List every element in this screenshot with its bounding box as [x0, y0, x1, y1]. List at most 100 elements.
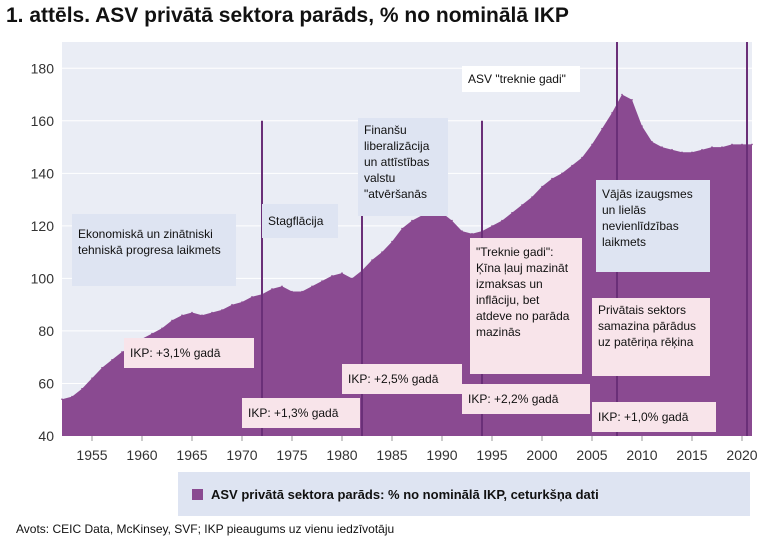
data-point-1967 — [211, 311, 213, 314]
gdp-growth-label-5: IKP: +1,0% gadā — [592, 402, 716, 432]
x-tick-label-2010: 2010 — [626, 447, 657, 463]
data-point-2012 — [661, 146, 663, 148]
data-point-1986 — [401, 227, 403, 230]
era-annotation-weak-growth: Vājās izaugsmes un lielās nevienlīdzības… — [596, 180, 710, 272]
x-tick-label-2005: 2005 — [576, 447, 607, 463]
data-point-1992 — [461, 230, 463, 232]
data-point-2018 — [721, 146, 723, 148]
y-tick-label-120: 120 — [31, 218, 55, 234]
data-point-1991 — [451, 219, 453, 222]
y-tick-label-180: 180 — [31, 60, 55, 76]
data-point-1970 — [241, 301, 243, 303]
x-tick-label-2000: 2000 — [526, 447, 557, 463]
gdp-growth-label-3: IKP: +2,5% gadā — [342, 364, 462, 394]
data-point-2003 — [571, 164, 573, 167]
data-point-1953 — [71, 395, 73, 398]
data-point-1956 — [101, 366, 103, 369]
x-tick-label-1995: 1995 — [476, 447, 507, 463]
data-point-1962 — [161, 327, 163, 330]
gdp-growth-label-1: IKP: +3,1% gadā — [124, 338, 254, 368]
data-point-1952 — [61, 398, 63, 401]
y-tick-label-160: 160 — [31, 113, 55, 129]
era-annotation-stagflation: Stagflācija — [262, 204, 338, 238]
era-annotation-fat-years-title: ASV "treknie gadi" — [462, 66, 580, 92]
x-tick-label-1980: 1980 — [326, 447, 357, 463]
data-point-1955 — [91, 377, 93, 380]
data-point-1975 — [291, 290, 293, 293]
data-point-1984 — [381, 251, 383, 253]
data-point-2010 — [641, 125, 643, 127]
data-point-1963 — [171, 319, 173, 322]
data-point-1965 — [191, 311, 193, 314]
data-point-2006 — [601, 127, 603, 130]
x-tick-label-2015: 2015 — [676, 447, 707, 463]
data-point-1995 — [491, 225, 493, 227]
data-point-1993 — [471, 232, 473, 235]
legend-label: ASV privātā sektora parāds: % no nomināl… — [211, 486, 599, 502]
data-point-1954 — [81, 387, 83, 390]
x-tick-label-1985: 1985 — [376, 447, 407, 463]
data-point-2009 — [631, 99, 633, 101]
data-point-1996 — [501, 219, 503, 222]
source-note: Avots: CEIC Data, McKinsey, SVF; IKP pie… — [16, 522, 395, 536]
x-tick-label-2020: 2020 — [726, 447, 757, 463]
data-point-1997 — [511, 211, 513, 214]
y-tick-label-40: 40 — [38, 428, 54, 444]
x-tick-label-1960: 1960 — [126, 447, 157, 463]
data-point-2011 — [651, 141, 653, 143]
data-point-2016 — [701, 148, 703, 151]
data-point-2021 — [751, 143, 753, 146]
y-tick-label-60: 60 — [38, 375, 54, 391]
data-point-1978 — [321, 280, 323, 282]
data-point-1958 — [121, 351, 123, 353]
x-tick-label-1970: 1970 — [226, 447, 257, 463]
data-point-1999 — [531, 196, 533, 198]
data-point-1985 — [391, 240, 393, 243]
data-point-1976 — [301, 290, 303, 293]
data-point-2019 — [731, 143, 733, 146]
x-tick-label-1955: 1955 — [76, 447, 107, 463]
data-point-1987 — [411, 219, 413, 222]
data-point-1977 — [311, 285, 313, 288]
data-point-2007 — [611, 112, 613, 114]
data-point-1981 — [351, 277, 353, 280]
data-point-2000 — [541, 185, 543, 188]
gdp-growth-label-4: IKP: +2,2% gadā — [462, 384, 590, 414]
data-point-1980 — [341, 272, 343, 274]
axis-layer: 40 60 80 100 120 140 160 180 1955 1960 1965 1970 197… — [31, 60, 758, 463]
data-point-1969 — [231, 303, 233, 306]
data-point-1998 — [521, 204, 523, 206]
data-point-1974 — [281, 285, 283, 288]
data-point-2013 — [671, 148, 673, 151]
data-point-2008 — [621, 93, 623, 96]
x-tick-label-1975: 1975 — [276, 447, 307, 463]
data-point-1964 — [181, 314, 183, 317]
era-annotation-liberalization: Finanšu liberalizācija un attīstības val… — [358, 118, 448, 216]
data-point-2001 — [551, 177, 553, 180]
era-annotation-deleveraging: Privātais sektors samazina pārādus uz pa… — [592, 298, 710, 376]
data-point-2005 — [591, 143, 593, 146]
gdp-growth-label-2: IKP: +1,3% gadā — [242, 398, 360, 428]
era-annotation-progress: Ekonomiskā un zinātniski tehniskā progre… — [72, 214, 236, 286]
y-tick-label-100: 100 — [31, 270, 55, 286]
data-point-1973 — [271, 288, 273, 290]
data-point-1968 — [221, 309, 223, 311]
data-point-2002 — [561, 172, 563, 175]
data-point-2014 — [681, 151, 683, 154]
data-point-2004 — [581, 156, 583, 159]
x-tick-label-1990: 1990 — [426, 447, 457, 463]
data-point-1979 — [331, 275, 333, 277]
y-tick-label-80: 80 — [38, 323, 54, 339]
data-point-1983 — [371, 259, 373, 261]
x-tick-label-1965: 1965 — [176, 447, 207, 463]
data-point-2020 — [741, 143, 743, 146]
chart-title: 1. attēls. ASV privātā sektora parāds, %… — [6, 4, 569, 27]
y-tick-label-140: 140 — [31, 165, 55, 181]
legend-swatch — [192, 488, 203, 500]
era-annotation-fat-years: "Treknie gadi": Ķīna ļauj mazināt izmaks… — [470, 238, 582, 374]
data-point-1966 — [201, 314, 203, 317]
data-point-1961 — [151, 332, 153, 335]
data-point-2015 — [691, 151, 693, 154]
legend: ASV privātā sektora parāds: % no nomināl… — [178, 472, 750, 516]
data-point-1957 — [111, 359, 113, 361]
